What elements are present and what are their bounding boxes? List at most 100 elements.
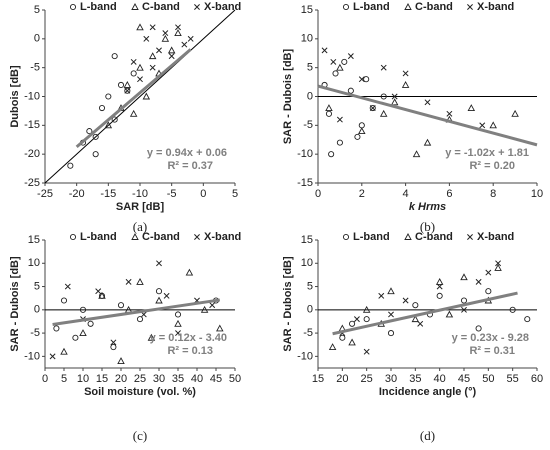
y-tick-label: -20 — [24, 148, 40, 160]
legend-label: C-band — [415, 231, 453, 243]
y-tick-label: 5 — [307, 62, 313, 74]
point — [495, 260, 502, 267]
point — [149, 64, 156, 71]
point — [117, 357, 125, 364]
x-tick-label: 35 — [172, 373, 184, 385]
legend-marker — [342, 233, 350, 241]
r-squared: R² = 0.31 — [469, 345, 515, 357]
legend-marker — [69, 3, 77, 11]
point — [125, 278, 132, 285]
x-tick-label: 0 — [200, 188, 206, 200]
x-tick-label: -5 — [167, 188, 177, 200]
y-tick-label: 0 — [307, 90, 313, 102]
point — [321, 47, 328, 54]
x-tick-label: 10 — [77, 373, 89, 385]
point — [328, 151, 335, 158]
point — [412, 302, 419, 309]
point — [98, 291, 106, 299]
r-squared: R² = 0.13 — [167, 345, 213, 357]
point — [187, 35, 194, 42]
legend-marker — [194, 234, 200, 240]
y-tick-label: 0 — [307, 304, 313, 316]
point — [446, 110, 453, 117]
legend-label: X-band — [477, 231, 514, 243]
point — [402, 297, 409, 304]
one-to-one-line — [44, 9, 236, 184]
point — [445, 310, 454, 318]
point — [53, 325, 60, 332]
point — [98, 104, 106, 112]
legend-marker — [342, 3, 350, 11]
point — [117, 81, 125, 89]
point — [363, 316, 370, 323]
x-tick-label: 30 — [153, 373, 165, 385]
point — [181, 41, 188, 48]
point — [479, 122, 486, 129]
point — [339, 334, 346, 341]
point — [328, 343, 337, 351]
y-tick-label: 15 — [301, 4, 313, 16]
point — [460, 273, 468, 281]
x-tick-label: 10 — [531, 188, 543, 200]
point — [363, 76, 370, 83]
point — [489, 121, 497, 129]
point — [136, 23, 144, 31]
point — [485, 269, 492, 276]
legend-label: L-band — [80, 231, 117, 243]
x-tick-label: 5 — [232, 188, 238, 200]
point — [148, 52, 157, 60]
x-tick-label: 60 — [531, 373, 543, 385]
x-tick-label: 25 — [361, 373, 373, 385]
legend-marker — [194, 4, 200, 10]
point — [79, 306, 87, 313]
point — [143, 35, 150, 42]
point — [380, 64, 387, 71]
point — [86, 128, 93, 135]
legend-label: L-band — [80, 1, 117, 13]
point — [325, 110, 333, 117]
trend-line — [75, 48, 192, 149]
point — [330, 58, 337, 65]
x-tick-label: 20 — [336, 373, 348, 385]
panel-label: (d) — [420, 428, 435, 443]
point — [424, 99, 431, 106]
x-axis-label: Incidence angle (°) — [379, 386, 477, 398]
point — [163, 292, 170, 299]
y-axis-label: SAR - Dubois [dB] — [282, 256, 294, 352]
point — [174, 319, 182, 327]
y-tick-label: -25 — [24, 177, 40, 189]
point — [485, 288, 492, 295]
x-tick-label: -10 — [132, 188, 148, 200]
point — [461, 306, 467, 313]
panel-label: (a) — [133, 219, 147, 234]
point — [524, 316, 531, 323]
point — [111, 116, 118, 123]
y-tick-label: -5 — [303, 327, 313, 339]
point — [155, 288, 163, 295]
y-tick-label: -10 — [24, 350, 40, 362]
point — [87, 320, 94, 327]
x-tick-label: 35 — [409, 373, 421, 385]
trend-line — [52, 298, 221, 327]
point — [105, 93, 112, 100]
point — [435, 277, 444, 285]
point — [379, 109, 388, 117]
r-squared: R² = 0.37 — [167, 160, 213, 172]
x-tick-label: 4 — [403, 188, 409, 200]
point — [509, 306, 516, 313]
point — [161, 34, 170, 42]
point — [336, 116, 343, 123]
point — [475, 278, 482, 285]
y-tick-label: 15 — [301, 234, 313, 246]
point — [185, 268, 194, 276]
y-tick-label: -15 — [24, 119, 40, 131]
x-tick-label: 40 — [434, 373, 446, 385]
point — [104, 121, 113, 129]
legend-marker — [131, 3, 139, 10]
y-tick-label: -15 — [297, 177, 313, 189]
panel-label: (b) — [420, 219, 435, 234]
y-tick-label: -5 — [30, 327, 40, 339]
point — [174, 311, 182, 318]
